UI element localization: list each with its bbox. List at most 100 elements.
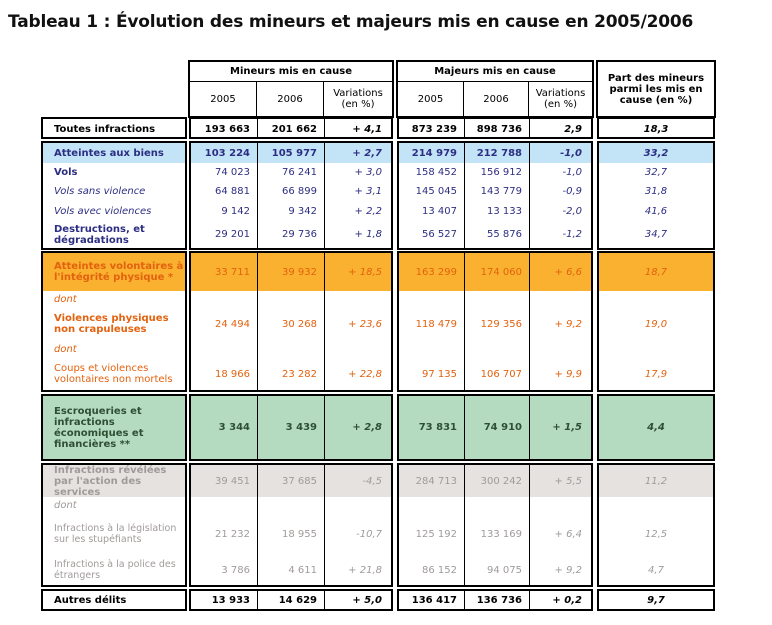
subheader: Variations (en %) — [535, 88, 586, 110]
value-cell: 118 479 — [415, 318, 457, 330]
column-separator — [257, 465, 258, 585]
row-background — [399, 396, 591, 459]
block-box — [41, 117, 187, 139]
value-cell: 212 788 — [476, 147, 522, 159]
row-label: Atteintes aux biens — [54, 147, 164, 159]
row-label: Vols — [54, 167, 78, 178]
row-background — [191, 143, 391, 163]
value-cell: 56 527 — [422, 229, 457, 240]
value-cell: 9,7 — [647, 594, 665, 606]
value-cell: + 21,8 — [348, 564, 382, 576]
value-cell: 214 979 — [411, 147, 457, 159]
value-cell: 23 282 — [282, 368, 317, 380]
value-cell: + 9,2 — [554, 318, 582, 330]
row-background — [191, 253, 391, 291]
row-background — [599, 253, 713, 291]
row-background — [43, 253, 185, 291]
value-cell: 18 955 — [282, 528, 317, 540]
column-separator — [529, 591, 530, 609]
value-cell: + 3,0 — [354, 167, 382, 178]
block-box — [41, 463, 187, 587]
value-cell: 33 711 — [215, 266, 250, 278]
value-cell: -2,0 — [562, 205, 582, 217]
value-cell: + 2,2 — [354, 205, 382, 217]
value-cell: 4,4 — [647, 422, 665, 433]
row-background — [43, 143, 185, 163]
value-cell: 12,5 — [644, 528, 668, 540]
column-separator — [529, 143, 530, 248]
value-cell: 3 786 — [221, 564, 250, 576]
value-cell: + 2,7 — [352, 147, 382, 159]
column-separator — [257, 119, 258, 137]
value-cell: 13 933 — [211, 594, 250, 606]
block-box — [397, 394, 593, 461]
block-box — [597, 141, 715, 250]
block-box — [597, 117, 715, 139]
value-cell: + 9,2 — [554, 564, 582, 576]
value-cell: + 1,5 — [552, 422, 582, 433]
column-separator — [257, 396, 258, 459]
value-cell: 31,8 — [644, 186, 668, 197]
value-cell: + 2,8 — [352, 422, 382, 433]
value-cell: 94 075 — [487, 564, 522, 576]
value-cell: 18,3 — [643, 123, 669, 135]
title: Tableau 1 : Évolution des mineurs et maj… — [8, 12, 694, 32]
subheader: 2006 — [257, 82, 324, 116]
block-box — [41, 589, 187, 611]
value-cell: 163 299 — [415, 266, 457, 278]
value-cell: 86 152 — [422, 564, 457, 576]
column-separator — [464, 591, 465, 609]
block-box — [597, 251, 715, 392]
block-box — [189, 141, 393, 250]
value-cell: 17,9 — [644, 368, 668, 380]
value-cell: 3 344 — [218, 422, 250, 433]
block-box — [189, 394, 393, 461]
value-cell: 11,2 — [644, 475, 668, 487]
block-box — [397, 141, 593, 250]
column-separator — [529, 253, 530, 390]
subheader: 2006 — [464, 82, 529, 116]
block-box — [397, 463, 593, 587]
value-cell: 156 912 — [480, 167, 522, 178]
value-cell: 201 662 — [271, 123, 317, 135]
value-cell: 9 342 — [288, 205, 317, 217]
value-cell: + 0,2 — [552, 594, 582, 606]
row-label: dont — [54, 294, 77, 305]
column-separator — [257, 591, 258, 609]
value-cell: + 18,5 — [348, 266, 382, 278]
block-box — [41, 394, 187, 461]
value-cell: 873 239 — [411, 123, 457, 135]
row-label: Destructions, et dégradations — [54, 223, 145, 246]
column-group-header: Part des mineurs parmi les mis en cause … — [607, 72, 705, 106]
block-box — [189, 251, 393, 392]
value-cell: 64 881 — [215, 186, 250, 197]
value-cell: 29 201 — [215, 229, 250, 240]
column-group-header: Majeurs mis en cause — [398, 62, 592, 82]
row-background — [599, 143, 713, 163]
value-cell: 73 831 — [418, 422, 457, 433]
value-cell: 30 268 — [282, 318, 317, 330]
column-separator — [464, 143, 465, 248]
column-separator — [324, 119, 325, 137]
value-cell: 136 736 — [476, 594, 522, 606]
row-label: Vols sans violence — [54, 186, 146, 197]
block-box — [189, 117, 393, 139]
value-cell: 97 135 — [422, 368, 457, 380]
value-cell: + 5,5 — [554, 475, 582, 487]
value-cell: 37 685 — [282, 475, 317, 487]
block-box — [41, 141, 187, 250]
row-background — [191, 465, 391, 497]
row-background — [43, 396, 185, 459]
column-separator — [324, 591, 325, 609]
block-box — [397, 117, 593, 139]
value-cell: 105 977 — [271, 147, 317, 159]
column-separator — [529, 396, 530, 459]
block-box — [597, 463, 715, 587]
row-background — [399, 143, 591, 163]
value-cell: 4 611 — [288, 564, 317, 576]
block-box — [597, 589, 715, 611]
block-box — [397, 589, 593, 611]
value-cell: 76 241 — [282, 167, 317, 178]
value-cell: 284 713 — [415, 475, 457, 487]
